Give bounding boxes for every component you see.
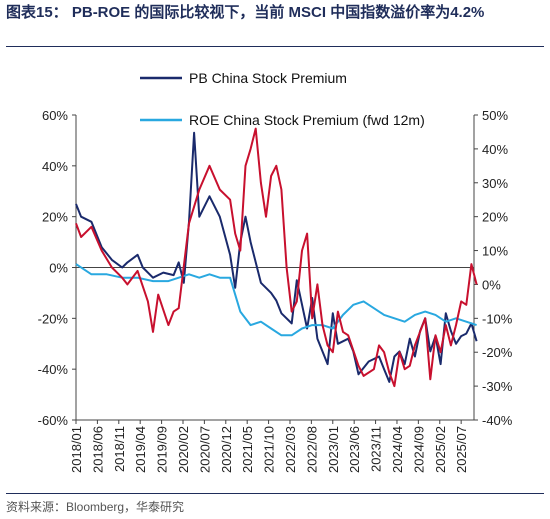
x-tick-label: 2025/07 (454, 426, 469, 473)
left-tick-label: -60% (38, 413, 69, 428)
x-tick-label: 2018/06 (90, 426, 105, 473)
x-tick-label: 2019/09 (155, 426, 170, 473)
right-tick-label: -10% (482, 311, 513, 326)
x-tick-label: 2019/04 (133, 426, 148, 473)
left-tick-label: 0% (49, 261, 68, 276)
figure-title: 图表15： PB-ROE 的国际比较视下，当前 MSCI 中国指数溢价率为4.2… (6, 4, 485, 21)
x-tick-label: 2018/11 (112, 426, 127, 472)
x-tick-label: 2023/11 (369, 426, 384, 472)
x-tick-label: 2021/10 (262, 426, 277, 473)
left-tick-label: 20% (42, 210, 68, 225)
x-tick-label: 2025/02 (433, 426, 448, 473)
right-tick-label: -20% (482, 345, 513, 360)
series-line-2 (75, 127, 478, 388)
axes (72, 114, 478, 424)
x-tick-label: 2020/02 (176, 426, 191, 473)
right-tick-label: -40% (482, 413, 513, 428)
right-tick-label: -30% (482, 379, 513, 394)
x-tick-label: 2024/04 (390, 426, 405, 473)
right-tick-label: 20% (482, 210, 508, 225)
legend: PB China Stock Premium ROE China Stock Pr… (140, 70, 425, 128)
x-tick-label: 2020/07 (197, 426, 212, 473)
legend-label: PB China Stock Premium (189, 70, 347, 86)
source-note: 资料来源：Bloomberg，华泰研究 (6, 500, 185, 514)
right-tick-label: 40% (482, 142, 508, 157)
x-tick-label: 2018/01 (69, 426, 84, 473)
right-tick-label: 0% (482, 277, 501, 292)
x-tick-label: 2023/06 (347, 426, 362, 473)
x-tick-label: 2024/09 (411, 426, 426, 473)
source-rule (6, 493, 544, 494)
left-tick-label: 40% (42, 159, 68, 174)
right-tick-label: 50% (482, 108, 508, 123)
x-tick-label: 2020/12 (219, 426, 234, 473)
series-lines (75, 127, 478, 388)
x-tick-label: 2022/03 (283, 426, 298, 473)
left-tick-label: -20% (38, 311, 69, 326)
series-line-1 (75, 263, 477, 337)
left-tick-label: 60% (42, 108, 68, 123)
x-tick-label: 2021/05 (240, 426, 255, 473)
x-tick-label: 2022/08 (304, 426, 319, 473)
legend-label: ROE China Stock Premium (fwd 12m) (189, 112, 425, 128)
right-tick-label: 30% (482, 176, 508, 191)
x-tick-label: 2023/01 (326, 426, 341, 473)
title-rule (6, 46, 544, 47)
right-tick-label: 10% (482, 244, 508, 259)
left-tick-label: -40% (38, 362, 69, 377)
tick-labels: 60% 40% 20% 0% -20% -40% -60% 50% 40% 30% 20% 10% 0%… (38, 108, 513, 473)
